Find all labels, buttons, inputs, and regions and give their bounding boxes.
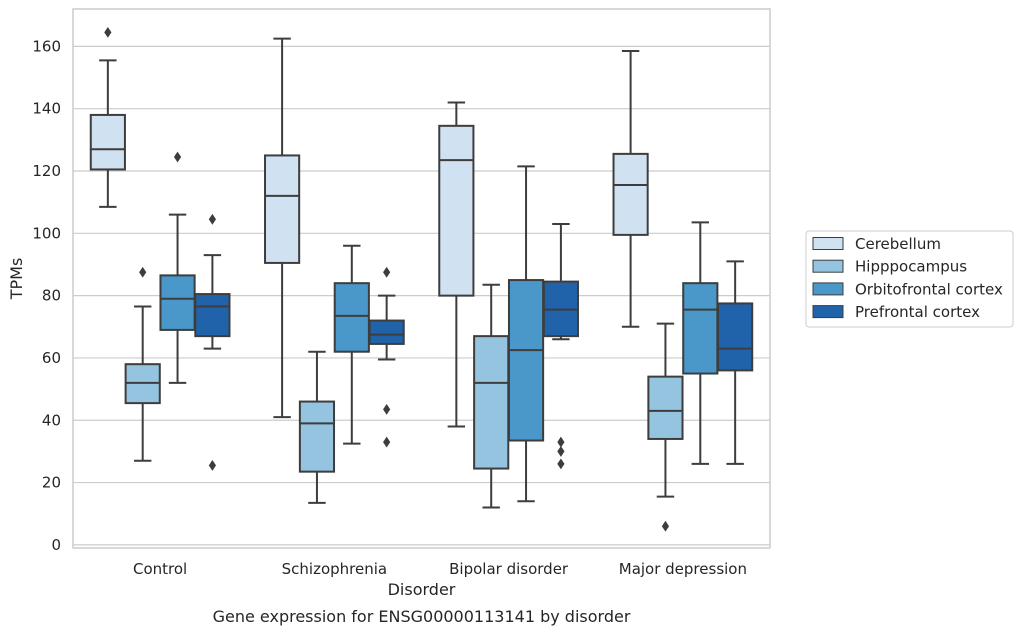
legend-swatch (812, 305, 844, 319)
box-cerebellum (438, 101, 475, 428)
box-iqr (612, 152, 649, 236)
plot-frame (72, 8, 771, 549)
box-cerebellum (264, 37, 301, 419)
legend-entry: Hipppocampus (855, 258, 967, 276)
y-tick-label: 100 (32, 224, 61, 242)
y-tick-label: 160 (32, 37, 61, 55)
y-tick-label: 140 (32, 100, 61, 118)
box-iqr (473, 335, 510, 470)
y-axis-label: TPMs (7, 258, 26, 301)
box-iqr (333, 282, 370, 353)
box-iqr (682, 282, 719, 375)
outlier-point (208, 213, 216, 225)
outlier-point (383, 436, 391, 448)
box-orbitofrontal-cortex (333, 244, 370, 445)
box-hipppocampus (124, 266, 161, 462)
y-tick-label: 60 (42, 349, 61, 367)
box-hipppocampus (298, 350, 336, 504)
legend-swatch (812, 259, 844, 273)
outlier-point (383, 403, 391, 415)
box-orbitofrontal-cortex (159, 151, 196, 384)
x-tick-label: Bipolar disorder (449, 560, 569, 578)
outlier-point (383, 266, 391, 278)
box-hipppocampus (647, 322, 684, 532)
box-iqr (438, 124, 475, 297)
x-tick-label: Major depression (619, 560, 747, 578)
y-tick-label: 40 (42, 411, 61, 429)
y-tick-label: 120 (32, 162, 61, 180)
outlier-point (173, 151, 182, 163)
box-iqr (159, 274, 196, 331)
legend-frame (805, 230, 1014, 328)
box-iqr (264, 154, 301, 264)
outlier-point (104, 26, 112, 38)
outlier-point (208, 460, 216, 471)
legend: Cerebellum Hipppocampus Orbitofrontal cort… (805, 230, 1014, 328)
legend-entry: Orbitofrontal cortex (855, 280, 1003, 298)
y-tick-label: 20 (42, 474, 61, 492)
outlier-point (139, 266, 147, 278)
outlier-point (557, 436, 565, 448)
outlier-point (661, 520, 670, 532)
box-iqr (89, 113, 126, 171)
box-iqr (507, 279, 545, 442)
y-tick-label: 0 (51, 536, 61, 554)
x-tick-label: Schizophrenia (282, 560, 387, 578)
legend-entry: Prefrontal cortex (855, 303, 980, 321)
box-orbitofrontal-cortex (682, 221, 719, 465)
chart-caption: Gene expression for ENSG00000113141 by d… (213, 607, 631, 626)
outlier-point (557, 458, 565, 470)
y-tick-label: 80 (42, 287, 61, 305)
box-cerebellum (89, 26, 126, 208)
box-iqr (194, 293, 231, 338)
box-iqr (717, 302, 754, 372)
box-prefrontal-cortex (194, 213, 231, 471)
outlier-point (557, 446, 565, 457)
box-iqr (298, 400, 336, 473)
box-prefrontal-cortex (368, 266, 405, 448)
box-hipppocampus (473, 283, 510, 509)
box-orbitofrontal-cortex (507, 165, 545, 503)
box-prefrontal-cortex (717, 260, 754, 465)
x-axis-label: Disorder (388, 580, 456, 599)
legend-swatch (812, 237, 844, 250)
x-tick-labels: Control Schizophrenia Bipolar disorder Majo… (133, 560, 747, 578)
box-prefrontal-cortex (542, 222, 579, 470)
box-iqr (368, 319, 405, 345)
box-cerebellum (612, 50, 649, 328)
y-tick-labels: 0 20 40 60 80 100 120 140 160 (32, 37, 61, 553)
x-tick-label: Control (133, 560, 187, 578)
box-series (89, 26, 754, 532)
box-iqr (647, 375, 684, 440)
legend-swatch (812, 282, 844, 296)
legend-entry: Cerebellum (855, 235, 941, 253)
